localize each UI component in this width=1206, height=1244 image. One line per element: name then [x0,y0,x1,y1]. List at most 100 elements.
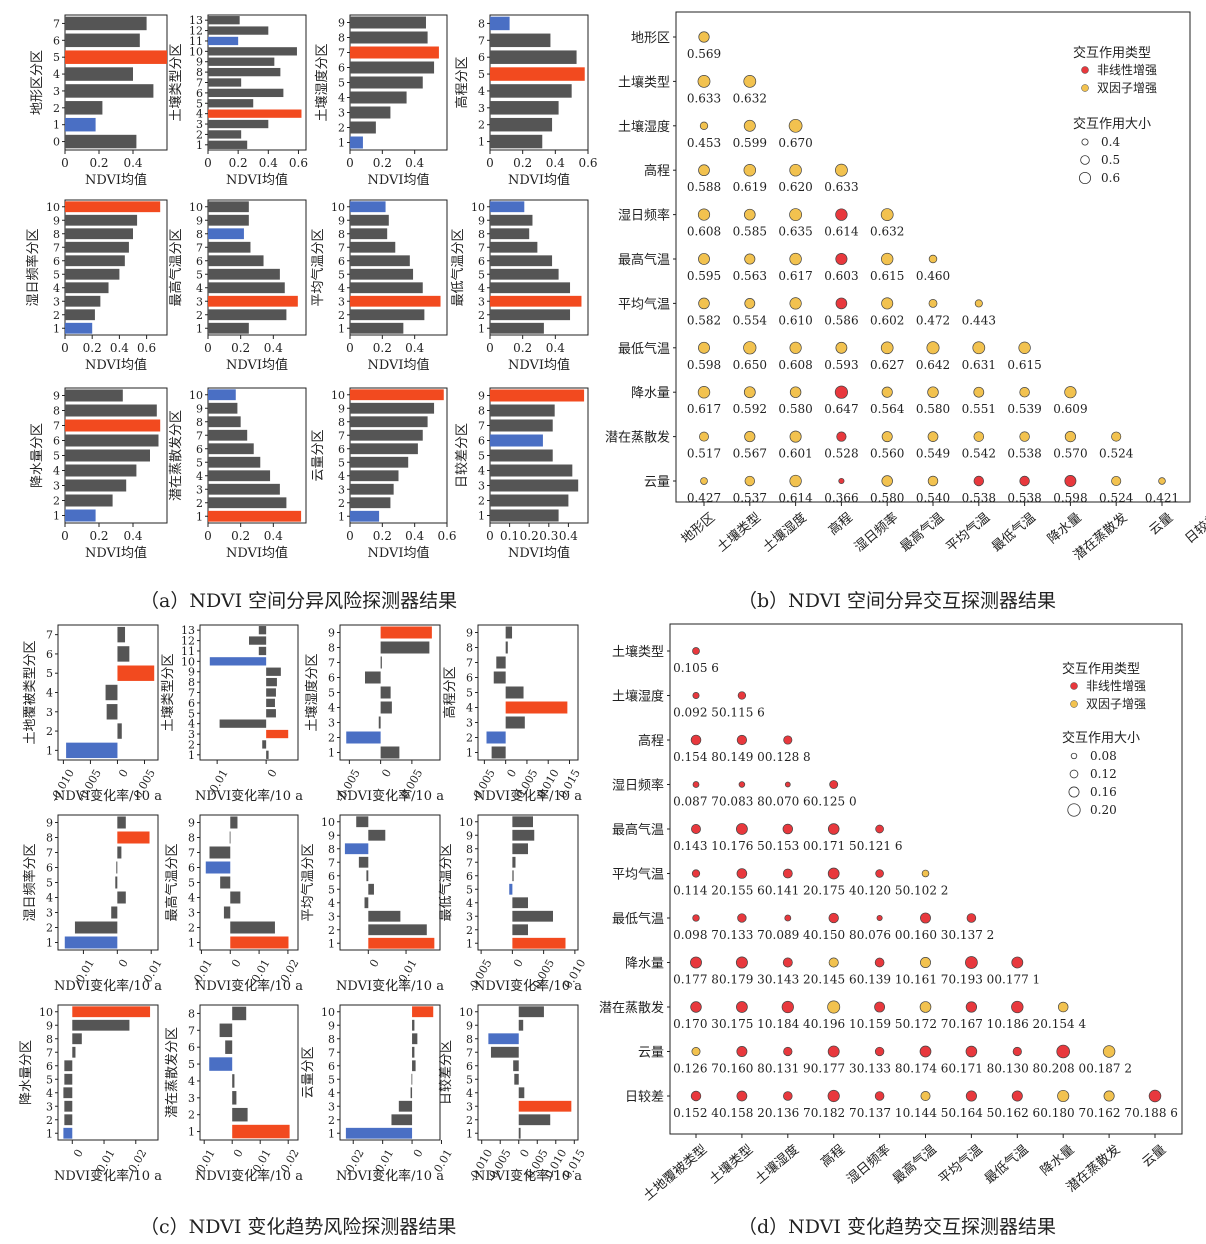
interaction-point [835,163,848,177]
value-label: 0.524 [1099,447,1134,461]
y-tick-label: 5 [338,268,345,281]
bar [65,295,101,307]
value-label: 0.595 [687,269,721,283]
value-label: 0.620 [778,180,812,194]
y-tick-label: 3 [196,483,203,496]
plot-frame [64,14,168,151]
y-axis-title: 最高气温分区 [164,843,180,921]
interaction-point [835,208,848,221]
y-tick-label: 5 [188,707,195,720]
bar [490,464,573,477]
interaction-point [735,956,748,969]
value-label: 0.421 [1145,491,1179,505]
x-tick-label: 0.4 [110,341,129,355]
interaction-point [1103,1090,1115,1102]
y-tick-label: 5 [466,883,473,896]
y-axis-title: 高程分区 [442,666,458,718]
value-label: 0.472 [916,313,950,327]
bar [208,99,254,108]
bar [208,255,264,267]
x-tick-label: 0.2 [89,156,108,170]
x-axis-title: NDVI均值 [226,545,288,561]
interaction-point [698,253,710,265]
y-tick-label: 1 [53,322,60,335]
legend-type-title: 交互作用类型 [1073,45,1151,61]
x-tick-label: 0 [116,767,131,780]
bar [65,67,133,81]
x-axis-title: NDVI变化率/10 a [336,978,444,994]
y-tick-label: 6 [188,1041,195,1054]
value-label: 0.617 [778,269,812,283]
bar [380,656,382,669]
bar [209,657,267,666]
y-tick-label: 9 [328,627,335,640]
y-axis-title: 降水量分区 [30,423,45,488]
bar [350,483,394,495]
bar [208,322,249,334]
value-label: 0.188 6 [1132,1106,1178,1120]
y-tick-label: 2 [338,497,345,510]
bar [208,429,248,441]
bar [65,419,161,432]
y-tick-label: 3 [478,480,485,493]
bar [225,1040,233,1054]
bar [65,16,147,31]
bar [115,876,118,889]
value-label: 0.177 1 [994,973,1040,987]
y-tick-label: 7 [53,420,60,433]
bar [518,1087,525,1099]
interaction-point [736,734,748,746]
value-label: 0.158 2 [719,1106,765,1120]
caption-c: （c）NDVI 变化趋势风险探测器结果 [140,1216,457,1238]
x-tick-label: 0.2 [373,156,392,170]
x-tick-label: 0.2 [89,529,108,543]
value-label: 0.137 2 [948,928,994,942]
bar [350,121,376,134]
y-axis-title: 降水量分区 [19,1040,34,1105]
interaction-point [1057,1001,1069,1013]
bar [505,701,568,714]
y-tick-label: 7 [328,657,335,670]
value-label: 0.145 6 [811,973,857,987]
interaction-point [690,1001,702,1013]
value-label: 0.517 [687,447,721,461]
interaction-point [921,869,930,878]
x-tick-label: 0 [346,341,354,355]
row-label: 地形区 [631,31,670,46]
interaction-point [788,118,803,133]
bar [518,1006,544,1018]
interaction-point [789,297,802,310]
value-label: 0.070 6 [765,795,811,809]
legend-size-title: 交互作用大小 [1062,730,1140,746]
y-tick-label: 7 [188,687,195,700]
bar [364,897,369,909]
legend-size-swatch [1070,752,1078,760]
y-tick-label: 9 [196,402,203,415]
column-label: 土地覆被类型 [641,1142,710,1204]
y-tick-label: 10 [331,201,345,214]
y-tick-label: 4 [196,282,203,295]
bar [209,846,231,859]
y-tick-label: 2 [46,725,53,738]
y-tick-label: 8 [188,676,195,689]
y-tick-label: 4 [338,282,345,295]
bar [117,665,155,681]
interaction-point [965,1001,978,1013]
bar [350,214,389,226]
bar [209,1057,233,1071]
bar [493,671,506,684]
y-tick-label: 7 [338,241,345,254]
legend-type-label: 非线性增强 [1097,63,1157,77]
value-label: 0.598 [687,358,721,372]
interaction-point [919,1001,932,1013]
plot-frame [477,814,579,951]
interaction-point [1148,1089,1162,1103]
bar [232,1006,247,1021]
y-tick-label: 9 [338,402,345,415]
bar [490,268,559,280]
value-label: 0.174 6 [903,1062,949,1076]
interaction-point [926,341,940,355]
bar [208,88,284,98]
y-tick-label: 9 [46,1019,53,1032]
